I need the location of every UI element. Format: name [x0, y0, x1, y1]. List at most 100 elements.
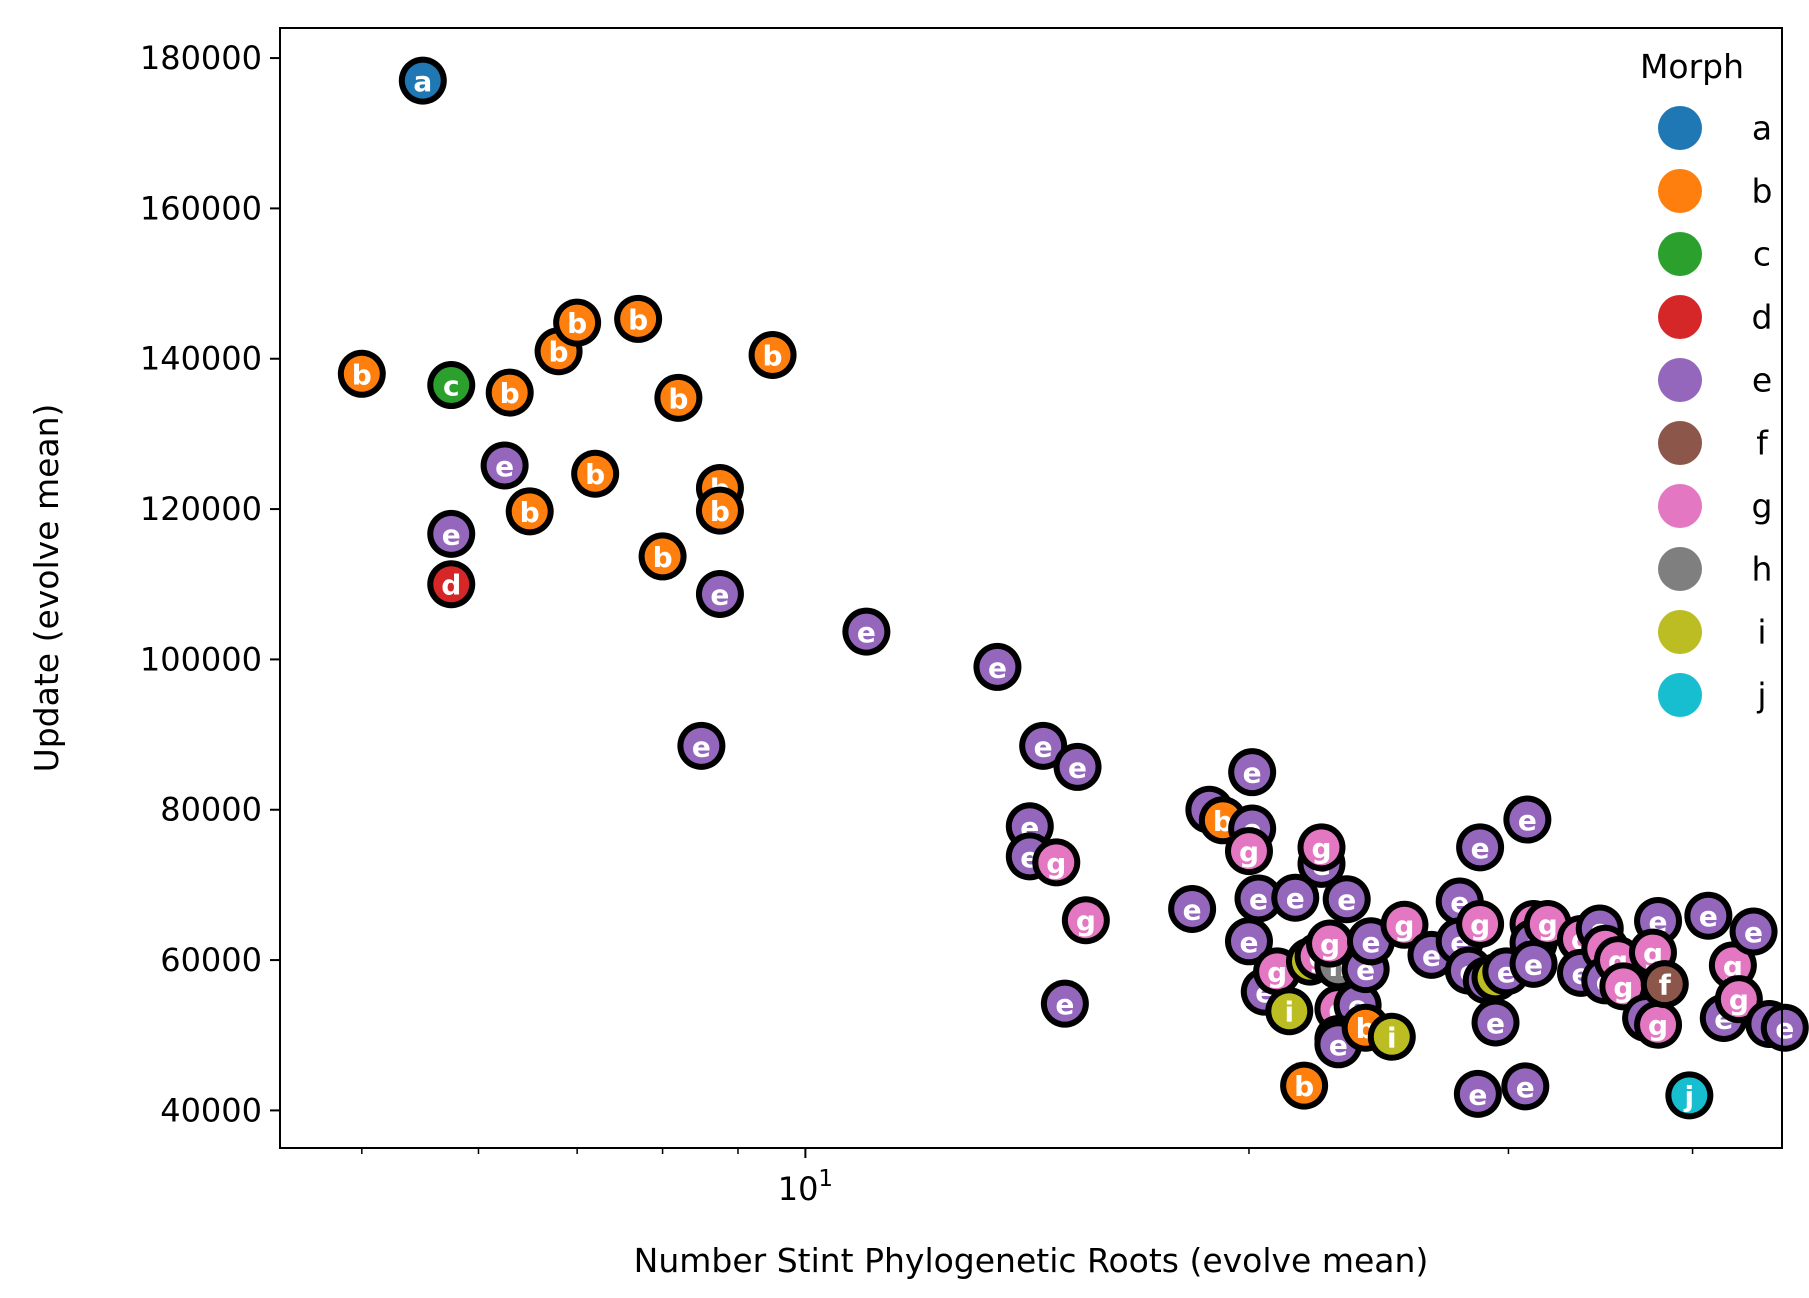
point-label: e — [1068, 751, 1087, 784]
point-marker — [1515, 945, 1552, 982]
point-label: g — [1076, 905, 1096, 938]
point-marker — [433, 515, 470, 552]
y-tick-label: 160000 — [140, 189, 262, 227]
point-e: e — [1729, 907, 1778, 956]
point-label: e — [495, 450, 514, 483]
point-g: g — [1634, 1000, 1683, 1049]
point-marker — [577, 455, 614, 492]
y-tick-label: 80000 — [160, 791, 262, 829]
point-g: g — [1523, 900, 1572, 948]
legend-marker — [1658, 421, 1702, 465]
legend-label: h — [1752, 550, 1773, 589]
point-marker — [660, 379, 697, 416]
point-marker — [979, 648, 1016, 685]
point-label: d — [441, 569, 461, 602]
legend-marker — [1658, 295, 1702, 339]
point-label: g — [1648, 1009, 1668, 1042]
point-label: e — [1249, 883, 1268, 916]
point-f: f — [1640, 960, 1689, 1009]
point-b: b — [485, 368, 534, 417]
point-label: b — [1213, 805, 1233, 838]
point-label: e — [1468, 1078, 1487, 1111]
legend-title: Morph — [1640, 47, 1744, 86]
legend-entry-c: c — [1658, 232, 1771, 276]
point-e: e — [427, 509, 476, 558]
point-label: e — [1524, 948, 1543, 981]
point-marker — [644, 538, 681, 575]
point-marker — [1507, 1068, 1544, 1105]
point-label: g — [1613, 971, 1633, 1004]
points-layer: abbbbbbbbbbbbcdeeeeeeeeeeggeeebeegeeegee… — [337, 56, 1809, 1120]
legend-label: i — [1757, 613, 1766, 652]
legend-marker — [1658, 358, 1702, 402]
point-b: b — [695, 486, 744, 535]
point-marker — [848, 613, 885, 650]
point-label: b — [710, 495, 730, 528]
point-label: e — [1337, 884, 1356, 917]
point-e: e — [1234, 874, 1283, 923]
y-tick-label: 40000 — [160, 1091, 262, 1129]
point-label: e — [1239, 926, 1258, 959]
point-marker — [1720, 981, 1757, 1018]
y-tick-label: 120000 — [140, 490, 262, 528]
point-marker — [683, 727, 720, 764]
point-b: b — [638, 532, 687, 581]
point-b: b — [748, 330, 797, 379]
point-label: e — [1361, 926, 1380, 959]
point-label: e — [1034, 730, 1053, 763]
point-marker — [1714, 947, 1751, 984]
point-label: g — [1394, 909, 1414, 942]
point-marker — [754, 336, 791, 373]
point-label: i — [1284, 996, 1294, 1029]
point-label: g — [1320, 928, 1340, 961]
legend-marker — [1658, 232, 1702, 276]
point-e: e — [1456, 823, 1505, 872]
point-label: b — [585, 458, 605, 491]
point-label: b — [1294, 1070, 1314, 1103]
point-e: e — [1322, 875, 1371, 924]
point-label: b — [500, 377, 520, 410]
legend-label: f — [1756, 424, 1769, 463]
y-axis: 40000 60000 80000 100000 120000 140000 160000 1… — [140, 39, 280, 1129]
point-label: b — [520, 496, 540, 529]
point-marker — [559, 304, 596, 341]
point-e: e — [1471, 998, 1520, 1047]
legend-entry-d: d — [1658, 295, 1772, 339]
point-marker — [1352, 923, 1389, 960]
point-b: b — [614, 294, 663, 343]
point-marker — [1286, 1067, 1323, 1104]
y-axis-title: Update (evolve mean) — [27, 404, 66, 773]
point-c: c — [427, 361, 476, 410]
point-b: b — [571, 449, 620, 498]
point-label: e — [1744, 916, 1763, 949]
point-marker — [491, 374, 528, 411]
legend-marker — [1658, 547, 1702, 591]
point-e: e — [677, 721, 726, 770]
point-marker — [1046, 985, 1083, 1022]
point-e: e — [1040, 979, 1089, 1028]
point-marker — [1025, 727, 1062, 764]
point-e: e — [1228, 748, 1277, 797]
legend-entry-b: b — [1658, 169, 1772, 213]
point-a: a — [398, 56, 447, 105]
legend-entry-j: j — [1658, 673, 1767, 717]
point-d: d — [427, 560, 476, 609]
point-label: e — [710, 579, 729, 612]
point-e: e — [1453, 1069, 1502, 1118]
point-e: e — [480, 441, 529, 490]
point-label: e — [988, 651, 1007, 684]
legend-marker — [1658, 106, 1702, 150]
point-e: e — [973, 642, 1022, 691]
point-label: e — [1183, 893, 1202, 926]
point-i: i — [1265, 987, 1314, 1036]
point-label: j — [1684, 1080, 1695, 1113]
plot-frame — [279, 27, 1783, 1149]
point-marker — [1690, 897, 1727, 934]
point-g: g — [1297, 823, 1346, 872]
point-marker — [486, 447, 523, 484]
point-b: b — [505, 487, 554, 536]
legend-marker — [1658, 673, 1702, 717]
point-e: e — [695, 570, 744, 619]
point-label: e — [1486, 1007, 1505, 1040]
